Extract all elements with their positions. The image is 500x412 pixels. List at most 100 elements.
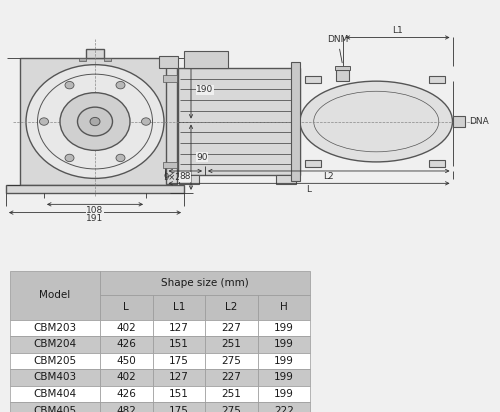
Text: 191: 191 bbox=[86, 214, 104, 223]
Text: 450: 450 bbox=[116, 356, 136, 366]
Circle shape bbox=[65, 154, 74, 162]
Bar bbox=[258, 386, 310, 402]
Bar bbox=[184, 51, 228, 68]
Bar bbox=[452, 116, 465, 127]
Bar bbox=[100, 369, 152, 386]
Text: 190: 190 bbox=[196, 85, 214, 94]
Text: L: L bbox=[306, 185, 312, 194]
Text: CBM203: CBM203 bbox=[34, 323, 76, 333]
Text: CBM204: CBM204 bbox=[34, 339, 76, 349]
Bar bbox=[258, 320, 310, 336]
Bar bbox=[10, 271, 100, 320]
Bar bbox=[205, 320, 258, 336]
Circle shape bbox=[116, 154, 125, 162]
Text: 199: 199 bbox=[274, 323, 293, 333]
Bar bbox=[10, 353, 100, 369]
Bar bbox=[428, 160, 444, 167]
Text: 151: 151 bbox=[169, 389, 188, 399]
Bar bbox=[205, 353, 258, 369]
Ellipse shape bbox=[300, 81, 452, 162]
Bar bbox=[100, 295, 152, 320]
Text: DNM: DNM bbox=[327, 35, 348, 63]
Bar bbox=[258, 353, 310, 369]
Bar bbox=[205, 369, 258, 386]
Text: 199: 199 bbox=[274, 389, 293, 399]
Bar bbox=[10, 386, 100, 402]
Text: L: L bbox=[124, 302, 129, 312]
Text: L2: L2 bbox=[324, 172, 334, 181]
Text: 175: 175 bbox=[169, 405, 188, 412]
Bar bbox=[152, 295, 205, 320]
Text: CBM403: CBM403 bbox=[34, 372, 76, 382]
Bar bbox=[205, 402, 258, 412]
Bar bbox=[276, 175, 296, 184]
Bar bbox=[304, 76, 320, 83]
Text: 127: 127 bbox=[169, 372, 188, 382]
Bar bbox=[205, 386, 258, 402]
Bar bbox=[205, 295, 258, 320]
Text: 9×20: 9×20 bbox=[163, 173, 186, 182]
Bar bbox=[100, 402, 152, 412]
Bar bbox=[10, 369, 100, 386]
Bar bbox=[152, 402, 205, 412]
Bar bbox=[100, 271, 310, 295]
Text: CBM405: CBM405 bbox=[34, 405, 76, 412]
Bar bbox=[336, 70, 349, 81]
Bar bbox=[164, 75, 177, 82]
Text: DNA: DNA bbox=[469, 117, 489, 126]
Bar bbox=[258, 295, 310, 320]
Text: 402: 402 bbox=[116, 323, 136, 333]
Bar bbox=[178, 175, 199, 184]
Bar bbox=[166, 59, 177, 184]
Bar bbox=[258, 402, 310, 412]
Bar bbox=[178, 68, 300, 175]
Circle shape bbox=[60, 93, 130, 150]
Circle shape bbox=[26, 65, 164, 178]
Text: 251: 251 bbox=[222, 339, 241, 349]
Bar bbox=[6, 185, 184, 193]
Bar bbox=[159, 56, 178, 68]
Bar bbox=[152, 320, 205, 336]
Text: H: H bbox=[280, 302, 287, 312]
Circle shape bbox=[78, 107, 112, 136]
Circle shape bbox=[116, 82, 125, 89]
Text: 251: 251 bbox=[222, 389, 241, 399]
Text: 127: 127 bbox=[169, 323, 188, 333]
Bar bbox=[100, 336, 152, 353]
Bar bbox=[86, 49, 104, 58]
Text: 199: 199 bbox=[274, 356, 293, 366]
Text: 275: 275 bbox=[222, 405, 241, 412]
Bar bbox=[152, 353, 205, 369]
Text: 90: 90 bbox=[196, 153, 208, 162]
Text: L2: L2 bbox=[225, 302, 237, 312]
Text: 227: 227 bbox=[222, 372, 241, 382]
Bar bbox=[10, 402, 100, 412]
Text: CBM205: CBM205 bbox=[34, 356, 76, 366]
Bar bbox=[304, 160, 320, 167]
Bar bbox=[205, 336, 258, 353]
Text: 88: 88 bbox=[180, 172, 191, 181]
Text: 426: 426 bbox=[116, 389, 136, 399]
Circle shape bbox=[65, 82, 74, 89]
Bar bbox=[152, 369, 205, 386]
Text: 402: 402 bbox=[116, 372, 136, 382]
Bar bbox=[335, 66, 350, 70]
Bar bbox=[79, 58, 86, 61]
Text: 199: 199 bbox=[274, 372, 293, 382]
Text: 227: 227 bbox=[222, 323, 241, 333]
Bar bbox=[104, 58, 111, 61]
Text: L1: L1 bbox=[392, 26, 403, 35]
Text: Model: Model bbox=[40, 290, 70, 300]
Bar bbox=[258, 336, 310, 353]
Bar bbox=[100, 386, 152, 402]
Text: L1: L1 bbox=[172, 302, 185, 312]
Text: CBM404: CBM404 bbox=[34, 389, 76, 399]
Bar bbox=[20, 58, 170, 185]
Bar bbox=[100, 320, 152, 336]
Circle shape bbox=[40, 118, 48, 125]
Text: 108: 108 bbox=[86, 206, 104, 215]
Bar bbox=[428, 76, 444, 83]
Bar bbox=[10, 320, 100, 336]
Text: 482: 482 bbox=[116, 405, 136, 412]
Bar bbox=[164, 162, 177, 168]
